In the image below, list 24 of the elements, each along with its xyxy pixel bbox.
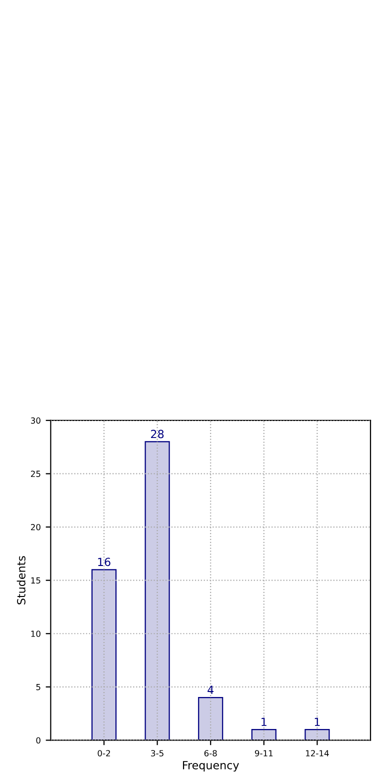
data-label: 4 bbox=[208, 686, 214, 694]
y-tick-label: 25 bbox=[30, 470, 40, 478]
bar bbox=[251, 729, 276, 740]
y-axis-title: Students bbox=[16, 556, 26, 604]
data-label: 1 bbox=[262, 718, 266, 726]
y-tick-label: 5 bbox=[36, 684, 40, 690]
y-tick-label: 30 bbox=[31, 417, 40, 424]
x-tick-label: 9-11 bbox=[254, 750, 273, 756]
y-tick-label: 0 bbox=[36, 737, 40, 744]
y-tick-label: 15 bbox=[31, 577, 40, 584]
data-label: 28 bbox=[151, 430, 164, 438]
bar bbox=[198, 697, 224, 740]
x-tick-label: 0-2 bbox=[98, 750, 110, 756]
bar bbox=[304, 729, 330, 740]
data-label: 16 bbox=[98, 558, 110, 566]
y-tick-label: 20 bbox=[30, 524, 40, 530]
x-axis-title: Frequency bbox=[182, 761, 239, 772]
data-label: 1 bbox=[314, 718, 320, 726]
bar bbox=[144, 441, 170, 740]
x-tick-label: 6-8 bbox=[204, 750, 217, 756]
y-tick-label: 10 bbox=[31, 630, 40, 637]
x-tick-label: 3-5 bbox=[151, 750, 164, 756]
x-tick-label: 12-14 bbox=[306, 750, 329, 756]
bar bbox=[91, 569, 117, 740]
